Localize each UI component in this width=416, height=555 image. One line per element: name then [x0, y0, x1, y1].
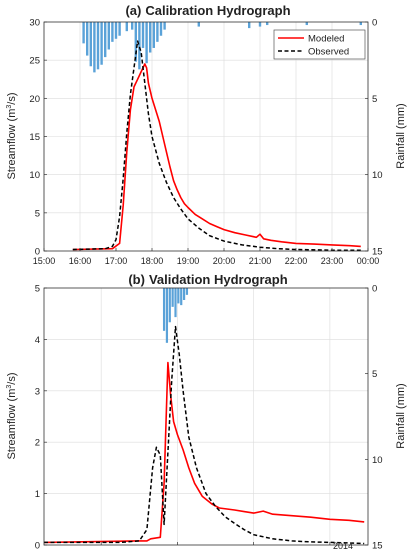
- modeled-series-line: [43, 361, 365, 544]
- x-tick-label: 22:00: [285, 256, 308, 266]
- rainfall-bar: [180, 288, 183, 306]
- rainfall-bar: [131, 22, 134, 30]
- rainfall-bar: [171, 288, 174, 307]
- rainfall-bar: [159, 22, 163, 36]
- y-tick-label: 15: [29, 132, 40, 143]
- y-tick-label: 10: [29, 170, 40, 181]
- panel-a-rainfall-bars: [82, 22, 362, 73]
- x-tick-label: 17:00: [105, 256, 128, 266]
- validation-panel: (b)Validation Hydrograph May 20, 12:00Ma…: [6, 272, 407, 555]
- legend-modeled-label: Modeled: [308, 34, 344, 45]
- y2-tick-label: 5: [372, 369, 377, 380]
- x-tick-label: 20:00: [213, 256, 236, 266]
- rainfall-bar: [96, 22, 100, 70]
- rainfall-bar: [163, 22, 166, 30]
- rainfall-bar: [177, 288, 180, 304]
- panel-a-y2-axis-label: Rainfall (mm): [395, 103, 407, 168]
- y2-tick-label: 0: [372, 284, 377, 295]
- y-tick-label: 0: [35, 541, 40, 551]
- rainfall-bar: [168, 288, 171, 323]
- x-tick-label: 23:00: [321, 256, 344, 266]
- rainfall-bar: [305, 22, 308, 26]
- panel-b-y-axis-label: Streamflow (m3/s): [6, 372, 18, 459]
- rainfall-bar: [145, 22, 148, 64]
- rainfall-bar: [104, 22, 107, 58]
- y-tick-label: 1: [35, 489, 40, 500]
- rainfall-bar: [152, 22, 155, 48]
- rainfall-bar: [182, 288, 186, 300]
- rainfall-bar: [89, 22, 92, 67]
- panel-b-plot-area: [44, 288, 368, 545]
- rainfall-bar: [93, 22, 96, 73]
- y-tick-label: 4: [35, 335, 40, 346]
- panel-b-series: [43, 325, 365, 545]
- panel-a-series: [72, 40, 361, 251]
- y-tick-label: 5: [35, 208, 40, 219]
- rainfall-bar: [248, 22, 251, 29]
- y-tick-label: 5: [35, 284, 40, 295]
- x-tick-label: 00:00: [357, 256, 380, 266]
- observed-series-line: [72, 40, 361, 251]
- y2-tick-label: 15: [372, 247, 383, 258]
- y2-tick-label: 5: [372, 94, 377, 105]
- rainfall-bar: [174, 288, 177, 318]
- y2-tick-label: 10: [372, 170, 383, 181]
- y-tick-label: 3: [35, 386, 40, 397]
- rainfall-bar: [114, 22, 118, 39]
- rainfall-bar: [185, 288, 189, 295]
- panel-b-y-ticks: 0 1 2 3 4 5: [35, 284, 47, 552]
- rainfall-bar: [197, 22, 200, 27]
- panel-a-title: (a) Calibration Hydrograph: [125, 3, 290, 18]
- panel-b-y2-ticks: 0 5 10 15: [365, 284, 383, 552]
- panel-b-frame: [43, 287, 369, 546]
- rainfall-bar: [141, 22, 145, 48]
- observed-series-line: [44, 325, 365, 545]
- legend: Modeled Observed: [273, 29, 366, 60]
- rainfall-bar: [134, 22, 137, 62]
- x-tick-label: 16:00: [69, 256, 92, 266]
- y-tick-label: 25: [29, 56, 40, 67]
- rainfall-bar: [86, 22, 89, 56]
- panel-b-year-label: 2014: [333, 541, 353, 550]
- modeled-series-line: [72, 63, 361, 251]
- panel-a-y2-ticks: 0 5 10 15: [365, 18, 383, 258]
- rainfall-bar: [107, 22, 110, 50]
- rainfall-bar: [118, 22, 121, 36]
- rainfall-bar: [149, 22, 152, 53]
- panel-a-y-ticks: 0 5 10 15 20 25 30: [29, 18, 47, 258]
- rainfall-bar: [82, 22, 85, 44]
- rainfall-bar: [266, 22, 269, 26]
- y-tick-label: 2: [35, 438, 40, 449]
- rainfall-bar: [162, 288, 166, 331]
- rainfall-bar: [125, 22, 128, 32]
- y2-tick-label: 0: [372, 18, 377, 29]
- legend-box: [273, 29, 366, 60]
- panel-a-x-ticks: 15:00 16:00 17:00 18:00 19:00 20:00 21:00 22:00…: [33, 248, 380, 266]
- rainfall-bar: [100, 22, 103, 65]
- legend-observed-label: Observed: [308, 47, 349, 58]
- rainfall-bar: [138, 22, 141, 70]
- panel-b-y2-axis-label: Rainfall (mm): [395, 383, 407, 448]
- y2-tick-label: 10: [372, 455, 383, 466]
- x-tick-label: 19:00: [177, 256, 200, 266]
- rainfall-bar: [258, 22, 262, 27]
- panel-b-title: (b) Validation Hydrograph: [128, 272, 287, 287]
- panel-b-rainfall-bars: [162, 288, 189, 343]
- calibration-panel: (a) Calibration Hydrograph 15:00 16:00 17:0…: [6, 3, 407, 266]
- y-tick-label: 0: [35, 247, 40, 258]
- rainfall-bar: [156, 22, 159, 42]
- panel-a-y-axis-label: Streamflow (m3/s): [6, 92, 18, 179]
- rainfall-bar: [111, 22, 114, 42]
- rainfall-bar: [165, 288, 169, 343]
- y-tick-label: 20: [29, 94, 40, 105]
- x-tick-label: 21:00: [249, 256, 272, 266]
- y-tick-label: 30: [29, 18, 40, 29]
- y2-tick-label: 15: [372, 541, 383, 551]
- x-tick-label: 15:00: [33, 256, 56, 266]
- x-tick-label: 18:00: [141, 256, 164, 266]
- rainfall-bar: [359, 22, 362, 26]
